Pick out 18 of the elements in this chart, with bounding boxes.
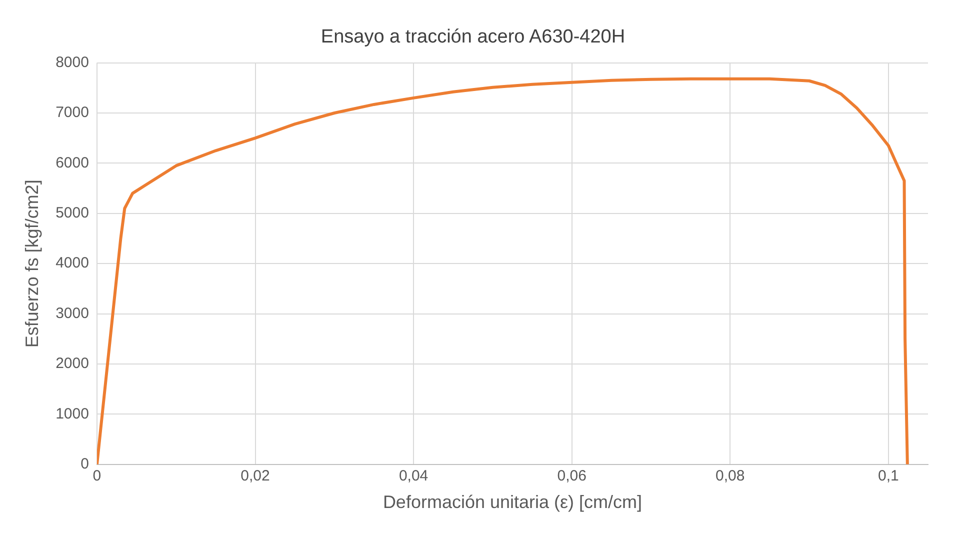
- x-tick-label: 0: [92, 468, 102, 485]
- x-tick-label: 0,06: [557, 468, 586, 485]
- y-tick-label: 6000: [56, 154, 89, 172]
- y-tick-label: 5000: [56, 204, 89, 222]
- x-tick-label: 0,02: [240, 468, 270, 485]
- x-tick-label: 0,1: [878, 468, 899, 485]
- x-axis-title: Deformación unitaria (ε) [cm/cm]: [382, 492, 642, 512]
- y-tick-label: 0: [80, 456, 89, 473]
- x-tick-label: 0,04: [398, 468, 428, 485]
- x-tick-label: 0,08: [716, 468, 745, 485]
- chart-title: Ensayo a tracción acero A630-420H: [320, 26, 626, 48]
- y-tick-label: 7000: [56, 104, 89, 122]
- y-axis-title: Esfuerzo fs [kgf/cm2]: [22, 180, 42, 348]
- y-tick-label: 4000: [56, 254, 89, 272]
- y-tick-label: 8000: [56, 54, 89, 71]
- y-tick-label: 2000: [56, 355, 89, 372]
- y-tick-label: 3000: [56, 304, 89, 322]
- y-tick-label: 1000: [56, 405, 89, 422]
